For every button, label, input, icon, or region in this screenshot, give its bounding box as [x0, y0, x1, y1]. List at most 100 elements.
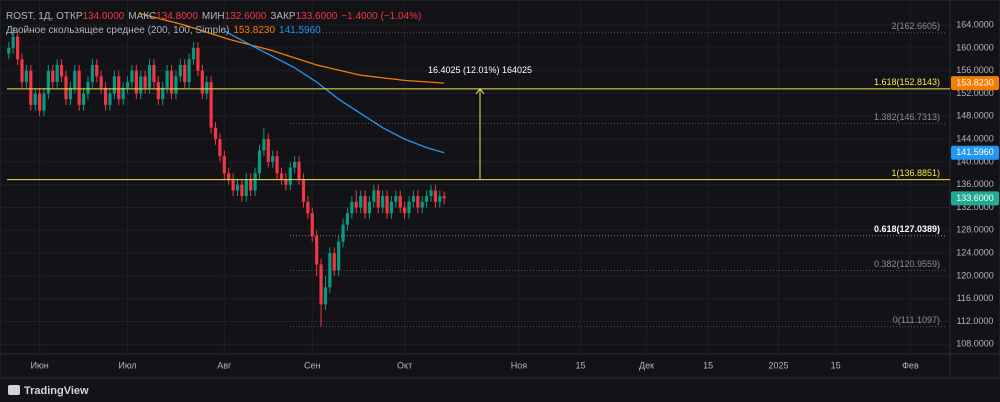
y-tick-label: 108.0000: [956, 339, 994, 349]
candle-body: [310, 213, 314, 236]
brand: TradingView: [8, 385, 89, 397]
fib-level-label: 1.382(146.7313): [874, 112, 940, 122]
moving-average-line: [140, 13, 445, 84]
candle-body: [266, 139, 270, 162]
candle-body: [152, 64, 156, 83]
candle-body: [240, 184, 244, 197]
candle-body: [416, 196, 420, 208]
candle-body: [227, 173, 231, 179]
y-tick-label: 144.0000: [956, 133, 994, 143]
low-label: МИН: [202, 11, 225, 22]
candle-body: [337, 241, 341, 271]
candle-body: [209, 82, 213, 128]
candle-body: [407, 201, 411, 214]
candle-body: [81, 93, 86, 105]
candle-body: [244, 178, 248, 197]
candle-body: [59, 64, 64, 77]
fib-level-label: 1(136.8851): [891, 168, 940, 178]
candle-body: [425, 196, 429, 202]
candle-body: [438, 196, 442, 202]
price-label: 141.5960: [956, 147, 994, 157]
moving-average-line: [223, 30, 445, 154]
y-tick-label: 116.0000: [957, 293, 994, 303]
candle-body: [165, 70, 169, 88]
price-label: 153.8230: [956, 77, 994, 87]
candle-body: [161, 87, 165, 100]
candle-body: [257, 150, 262, 174]
candle-body: [46, 70, 50, 94]
ma1: 153.8230: [233, 25, 275, 36]
x-tick-label: Дек: [639, 360, 654, 370]
candle-body: [112, 76, 116, 94]
candle-body: [86, 82, 90, 94]
candle-body: [99, 76, 103, 88]
candle-body: [293, 161, 297, 168]
fib-level-label: 1.618(152.8143): [874, 77, 940, 87]
y-tick-label: 112.0000: [957, 316, 994, 326]
x-tick-label: Июн: [30, 360, 48, 370]
candle-body: [15, 36, 20, 60]
candle-body: [178, 64, 182, 77]
candle-body: [398, 196, 402, 208]
candle-body: [68, 87, 72, 100]
fib-level-label: 0(111.1097): [893, 315, 940, 325]
candle-body: [262, 139, 266, 151]
candle-body: [279, 173, 284, 179]
legend-indicator: Двойное скользящее среднее (200, 100, Si…: [6, 25, 321, 36]
candle-body: [411, 196, 416, 202]
candle-body: [117, 76, 121, 100]
indicator: Двойное скользящее среднее (200, 100, Si…: [6, 25, 229, 36]
open: 134.0000: [83, 11, 125, 22]
candle-body: [37, 93, 42, 111]
brand-name: TradingView: [24, 385, 89, 397]
candle-body: [354, 201, 358, 208]
candle-body: [108, 93, 112, 105]
candle-body: [376, 190, 380, 208]
price-label-box: [951, 191, 999, 206]
x-tick-label: 2025: [768, 360, 788, 370]
candle-body: [420, 201, 424, 208]
symbol: ROST, 1Д,: [6, 11, 56, 22]
legend: ROST, 1Д, ОТКР134.0000 МАКС134.8000 МИН132…: [6, 11, 421, 36]
close-label: ЗАКР: [270, 11, 296, 22]
x-tick-label: 15: [576, 360, 586, 370]
high: 134.8000: [156, 11, 198, 22]
candle-body: [385, 196, 389, 214]
candle-body: [235, 184, 240, 191]
x-tick-label: Фев: [902, 360, 919, 370]
legend-ohlc: ROST, 1Д, ОТКР134.0000 МАКС134.8000 МИН132…: [6, 11, 421, 22]
x-tick-label: Авг: [217, 360, 232, 370]
candle-body: [403, 207, 407, 214]
candle-body: [183, 64, 187, 83]
x-tick-label: Июл: [118, 360, 136, 370]
candle-body: [196, 47, 200, 71]
candle-body: [323, 287, 328, 305]
candle-body: [367, 201, 372, 214]
candle-body: [345, 213, 350, 225]
candle-body: [147, 64, 152, 88]
candle-body: [372, 190, 376, 202]
change: −1.4000 (−1.04%): [341, 11, 421, 22]
y-tick-label: 148.0000: [956, 111, 994, 121]
candle-body: [187, 59, 191, 83]
price-label-box: [951, 145, 999, 160]
candle-body: [350, 201, 354, 214]
candle-body: [284, 178, 288, 185]
candle-body: [442, 196, 446, 199]
candle-body: [103, 87, 108, 105]
y-tick-label: 164.0000: [956, 19, 994, 29]
candle-body: [332, 253, 336, 271]
low: 132.6000: [225, 11, 267, 22]
candle-body: [306, 201, 310, 214]
candle-body: [341, 224, 345, 242]
candle-body: [218, 139, 222, 157]
candle-body: [33, 93, 37, 105]
fib-level-label: 0.382(120.9559): [874, 259, 940, 269]
y-tick-label: 128.0000: [956, 225, 994, 235]
candle-body: [191, 47, 196, 60]
y-tick-label: 152.0000: [956, 88, 994, 98]
candle-body: [433, 190, 438, 202]
candle-body: [64, 76, 68, 100]
x-tick-label: 15: [831, 360, 841, 370]
candle-body: [11, 36, 15, 48]
